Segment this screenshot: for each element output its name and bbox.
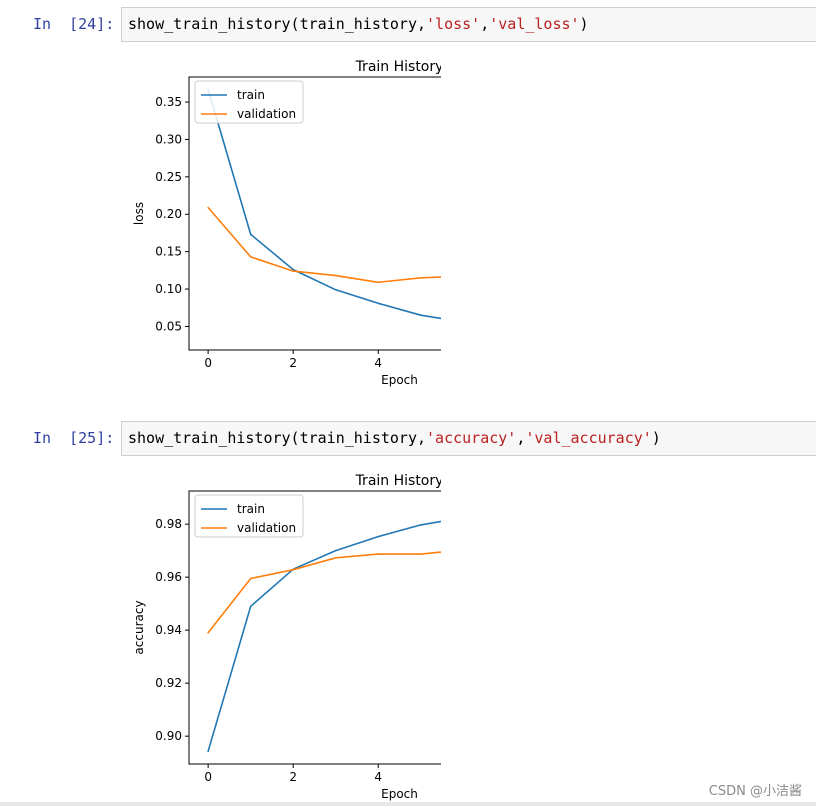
horizontal-scrollbar[interactable] [0, 802, 816, 806]
data-point-train [292, 268, 294, 271]
y-tick-label: 0.15 [155, 245, 182, 259]
code-function-call: show_train_history(train_history, [128, 15, 427, 33]
data-point-train [249, 233, 252, 236]
code-input[interactable]: show_train_history(train_history,'accura… [121, 421, 816, 456]
code-string-arg: 'val_accuracy' [525, 429, 652, 447]
code-comma: , [516, 429, 526, 447]
data-point-train [334, 288, 337, 291]
y-tick-label: 0.92 [155, 676, 182, 690]
x-tick-label: 2 [289, 356, 297, 370]
data-point-train [377, 302, 380, 305]
cell-output-25: Train History024680.900.920.940.960.98Ep… [121, 466, 611, 810]
legend-label-validation: validation [237, 107, 296, 121]
y-axis-label: accuracy [132, 600, 146, 654]
legend-box [194, 80, 304, 124]
data-point-validation [292, 568, 294, 571]
y-tick-label: 0.35 [155, 95, 182, 109]
code-string-arg: 'accuracy' [426, 429, 517, 447]
loss-chart: Train History024680.050.100.150.200.250.… [132, 59, 611, 387]
data-point-train [419, 314, 422, 317]
data-point-validation [419, 277, 422, 279]
x-tick-label: 0 [204, 356, 212, 370]
x-axis-label: Epoch [381, 373, 418, 387]
y-tick-label: 0.96 [155, 570, 182, 584]
y-tick-label: 0.90 [155, 729, 182, 743]
watermark: CSDN @小洁酱 [708, 784, 802, 799]
data-point-validation [419, 553, 422, 555]
code-string-arg: 'val_loss' [489, 15, 580, 33]
x-tick-label: 0 [204, 770, 212, 784]
data-point-train [419, 524, 422, 526]
data-point-validation [334, 274, 337, 277]
code-input[interactable]: show_train_history(train_history,'loss',… [121, 7, 816, 42]
y-tick-label: 0.10 [155, 282, 182, 296]
chart-title: Train History [355, 473, 441, 489]
code-close-paren: ) [651, 429, 661, 447]
data-point-validation [377, 281, 380, 284]
data-point-validation [207, 632, 209, 634]
data-point-validation [249, 577, 252, 580]
data-point-validation [377, 553, 380, 555]
input-prompt: In [24]: [33, 15, 115, 33]
data-point-validation [292, 270, 294, 272]
legend-label-train: train [237, 502, 265, 516]
accuracy-chart: Train History024680.900.920.940.960.98Ep… [132, 473, 611, 801]
input-prompt: In [25]: [33, 429, 115, 447]
y-tick-label: 0.30 [155, 132, 182, 146]
y-tick-label: 0.98 [155, 517, 182, 531]
data-point-validation [249, 256, 252, 258]
cell-output-24: Train History024680.050.100.150.200.250.… [121, 53, 611, 402]
code-string-arg: 'loss' [426, 15, 481, 33]
data-point-validation [207, 206, 209, 209]
data-point-train [334, 549, 337, 552]
x-axis-label: Epoch [381, 787, 418, 801]
y-tick-label: 0.05 [155, 319, 182, 333]
code-function-call: show_train_history(train_history, [128, 429, 427, 447]
code-close-paren: ) [579, 15, 589, 33]
data-point-validation [334, 556, 337, 559]
y-axis-label: loss [132, 202, 146, 225]
legend-box [194, 494, 304, 538]
data-point-train [377, 535, 380, 538]
code-comma: , [480, 15, 490, 33]
x-tick-label: 4 [374, 356, 382, 370]
data-point-train [207, 750, 209, 753]
chart-title: Train History [355, 59, 441, 75]
y-tick-label: 0.94 [155, 623, 182, 637]
code-line: show_train_history(train_history,'loss',… [128, 8, 589, 41]
y-tick-label: 0.25 [155, 170, 182, 184]
x-tick-label: 2 [289, 770, 297, 784]
y-tick-label: 0.20 [155, 207, 182, 221]
legend-label-train: train [237, 88, 265, 102]
code-line: show_train_history(train_history,'accura… [128, 422, 661, 455]
legend-label-validation: validation [237, 521, 296, 535]
x-tick-label: 4 [374, 770, 382, 784]
data-point-train [249, 605, 252, 608]
